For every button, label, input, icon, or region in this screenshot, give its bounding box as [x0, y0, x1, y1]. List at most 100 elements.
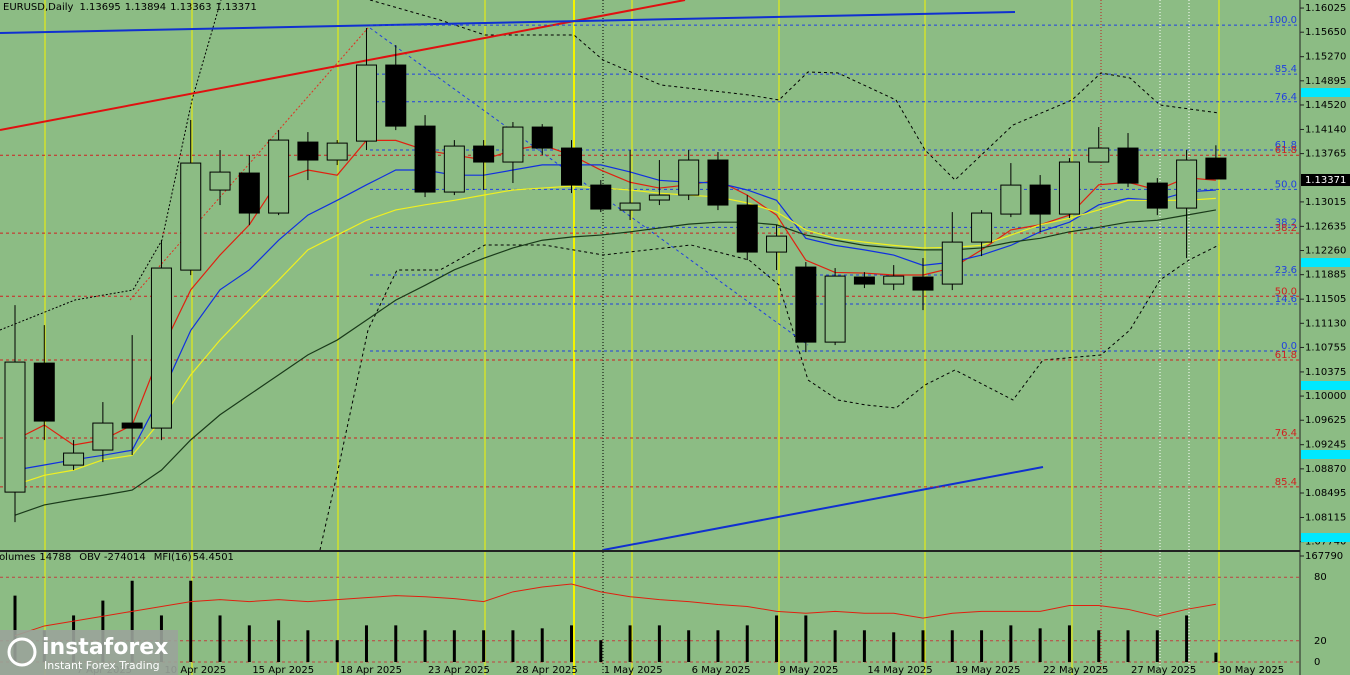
- x-tick-label: 23 Apr 2025: [428, 665, 490, 675]
- x-tick-label: 28 Apr 2025: [516, 665, 578, 675]
- candle-body: [619, 202, 641, 211]
- x-tick-label: 22 May 2025: [1043, 665, 1108, 675]
- current-price: 1.13371: [1305, 175, 1346, 186]
- y-tick-label: 1.08870: [1305, 464, 1346, 475]
- candle-body: [180, 162, 202, 271]
- band-lower: [319, 244, 1220, 551]
- x-tick-label: 18 Apr 2025: [340, 665, 402, 675]
- y-tick-label: 1.10755: [1305, 342, 1346, 353]
- candle-body: [678, 159, 700, 196]
- candle-body: [590, 184, 612, 210]
- candle-body: [238, 172, 260, 214]
- candle-body: [736, 204, 758, 253]
- band-upper: [0, 0, 222, 331]
- candle-body: [355, 64, 377, 142]
- y-tick-label: 1.12260: [1305, 246, 1346, 257]
- last-mfi: 54.4501: [193, 552, 234, 563]
- candle-body: [473, 145, 495, 163]
- candle-body: [4, 361, 26, 493]
- y-tick-label: 1.15650: [1305, 27, 1346, 38]
- moving-average: [14, 164, 1216, 471]
- y-tick-label: 1.10375: [1305, 367, 1346, 378]
- moving-average: [14, 185, 1216, 486]
- chart-title: EURUSD,Daily 1.13695 1.13894 1.13363 1.13371: [3, 2, 257, 13]
- y-tick-label: 20: [1314, 636, 1327, 647]
- last-low: 1.13363: [170, 2, 211, 13]
- candle-body: [531, 126, 553, 149]
- indicator-title: Volumes 14788 OBV -274014 MFI(16)54.4501: [0, 552, 234, 563]
- y-tick-label: 1.11130: [1305, 318, 1346, 329]
- price-highlight: [1301, 258, 1350, 267]
- obv-value: -274014: [104, 552, 146, 563]
- fib-label: 38.2: [1275, 217, 1297, 228]
- candle-body: [1088, 147, 1110, 163]
- fib-label: 61.8: [1275, 145, 1297, 156]
- candle-body: [92, 422, 114, 451]
- candle-body: [1117, 147, 1139, 184]
- symbol: EURUSD,Daily: [3, 2, 74, 13]
- fib-label: 85.4: [1275, 477, 1297, 488]
- candle-body: [297, 141, 319, 161]
- channel-line: [369, 27, 809, 346]
- candle-body: [1058, 161, 1080, 215]
- y-tick-label: 1.07740: [1305, 537, 1346, 548]
- y-tick-label: 80: [1314, 572, 1327, 583]
- candle-body: [268, 139, 290, 214]
- logo-name: instaforex: [42, 635, 168, 660]
- candle-body: [1205, 157, 1227, 180]
- fib-label: 50.0: [1275, 286, 1297, 297]
- y-tick-label: 1.08495: [1305, 488, 1346, 499]
- candle-body: [63, 452, 85, 466]
- candle-body: [414, 125, 436, 193]
- moving-average: [14, 209, 1216, 516]
- candle-body: [707, 159, 729, 206]
- fib-label: 38.2: [1275, 223, 1297, 234]
- candle-body: [766, 235, 788, 253]
- candle-body: [883, 275, 905, 285]
- candle-body: [971, 212, 993, 243]
- y-tick-label: 1.13765: [1305, 149, 1346, 160]
- price-highlight: [1301, 533, 1350, 542]
- candle-body: [1029, 184, 1051, 215]
- band-upper: [369, 0, 1220, 181]
- fib-label: 14.6: [1275, 294, 1297, 305]
- decorations: [0, 0, 1220, 675]
- candle-body: [33, 362, 55, 422]
- y-tick-label: 1.16025: [1305, 3, 1346, 14]
- logo-tagline: Instant Forex Trading: [44, 659, 160, 672]
- x-tick-label: 1 May 2025: [604, 665, 663, 675]
- fib-label: 61.8: [1275, 140, 1297, 151]
- candle-body: [1000, 184, 1022, 215]
- price-highlight: [1301, 88, 1350, 97]
- last-close: 1.13371: [216, 2, 257, 13]
- mfi-line: [14, 583, 1216, 637]
- last-open: 1.13695: [79, 2, 120, 13]
- last-volume: 14788: [39, 552, 71, 563]
- current-price-box: [1301, 174, 1350, 186]
- y-tick-label: 1.12635: [1305, 221, 1346, 232]
- x-tick-label: 19 May 2025: [955, 665, 1020, 675]
- logo-box: [0, 630, 178, 675]
- y-tick-label: 1.08115: [1305, 512, 1346, 523]
- y-tick-label: 0: [1314, 657, 1320, 668]
- y-tick-label: 1.10000: [1305, 391, 1346, 402]
- y2-tick-label: 167790: [1305, 551, 1343, 562]
- candle-body: [561, 147, 583, 186]
- x-tick-label: 9 May 2025: [780, 665, 839, 675]
- fib-label: 85.4: [1275, 64, 1297, 75]
- x-tick-label: 10 Apr 2025: [164, 665, 226, 675]
- y-tick-label: 1.14895: [1305, 76, 1346, 87]
- price-highlights: [1301, 88, 1350, 542]
- y-tick-label: 1.14520: [1305, 100, 1346, 111]
- legend-volumes: Volumes: [0, 552, 35, 563]
- x-tick-label: 6 May 2025: [692, 665, 751, 675]
- candle-body: [209, 171, 231, 191]
- y-tick-label: 1.14140: [1305, 124, 1346, 135]
- x-tick-label: 14 May 2025: [867, 665, 932, 675]
- y-tick-label: 1.09625: [1305, 415, 1346, 426]
- fib-label: 50.0: [1275, 179, 1297, 190]
- candle-body: [502, 126, 524, 163]
- trend-line: [0, 11, 1016, 34]
